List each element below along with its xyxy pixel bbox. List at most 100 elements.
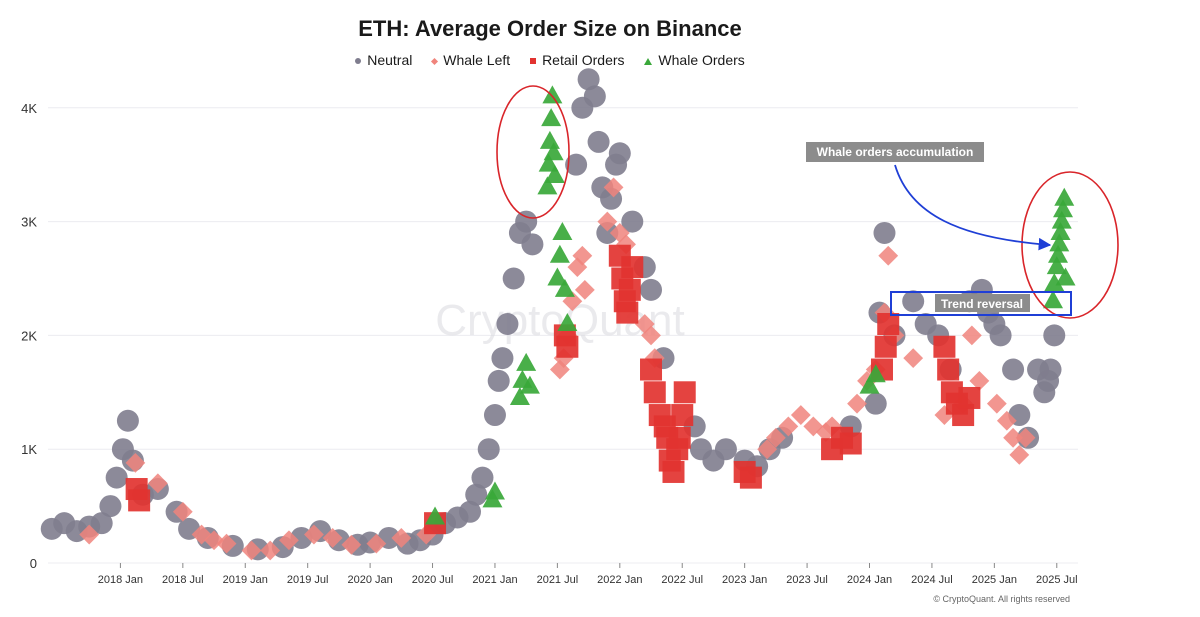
whale-left-point[interactable] bbox=[790, 405, 811, 425]
retail-order-point[interactable] bbox=[933, 335, 956, 358]
whale-left-point[interactable] bbox=[757, 439, 778, 460]
retail-order-point[interactable] bbox=[952, 404, 975, 427]
neutral-point[interactable] bbox=[640, 278, 663, 301]
legend-item-retail-orders[interactable]: Retail Orders bbox=[530, 52, 625, 68]
retail-order-point[interactable] bbox=[958, 386, 981, 409]
neutral-point[interactable] bbox=[583, 85, 606, 108]
whale-order-point[interactable] bbox=[549, 244, 570, 263]
retail-order-point[interactable] bbox=[662, 460, 685, 483]
retail-order-point[interactable] bbox=[739, 466, 762, 489]
neutral-point[interactable] bbox=[471, 466, 494, 489]
whale-order-point[interactable] bbox=[537, 176, 558, 195]
whale-left-point[interactable] bbox=[969, 371, 990, 391]
whale-left-point[interactable] bbox=[366, 533, 387, 554]
neutral-point[interactable] bbox=[458, 500, 481, 523]
whale-left-point[interactable] bbox=[574, 279, 595, 300]
retail-order-point[interactable] bbox=[643, 381, 666, 404]
retail-order-point[interactable] bbox=[671, 404, 694, 427]
whale-left-point[interactable] bbox=[304, 524, 324, 545]
retail-order-point[interactable] bbox=[673, 381, 696, 404]
whale-left-point[interactable] bbox=[1003, 427, 1023, 448]
whale-order-point[interactable] bbox=[543, 142, 564, 161]
whale-left-point[interactable] bbox=[847, 393, 867, 414]
neutral-point[interactable] bbox=[1002, 358, 1025, 381]
neutral-point[interactable] bbox=[105, 466, 128, 489]
retail-order-point[interactable] bbox=[874, 335, 897, 358]
whale-left-point[interactable] bbox=[986, 393, 1007, 414]
whale-order-point[interactable] bbox=[509, 386, 530, 405]
whale-left-point[interactable] bbox=[125, 452, 146, 473]
whale-left-point[interactable] bbox=[279, 530, 299, 551]
whale-order-point[interactable] bbox=[547, 267, 568, 286]
whale-order-point[interactable] bbox=[544, 165, 565, 184]
neutral-point[interactable] bbox=[502, 267, 525, 290]
neutral-point[interactable] bbox=[864, 392, 887, 415]
neutral-point[interactable] bbox=[483, 404, 506, 427]
whale-left-point[interactable] bbox=[391, 528, 412, 548]
whale-order-point[interactable] bbox=[557, 313, 578, 331]
whale-order-point[interactable] bbox=[1051, 210, 1072, 229]
whale-left-point[interactable] bbox=[765, 427, 786, 448]
neutral-point[interactable] bbox=[90, 512, 113, 535]
neutral-point[interactable] bbox=[116, 409, 139, 432]
retail-order-point[interactable] bbox=[839, 432, 862, 455]
retail-order-point[interactable] bbox=[128, 489, 151, 512]
whale-left-point[interactable] bbox=[641, 325, 661, 346]
retail-order-point[interactable] bbox=[556, 335, 579, 358]
whale-order-point[interactable] bbox=[516, 352, 537, 371]
retail-order-point[interactable] bbox=[877, 313, 900, 335]
neutral-point[interactable] bbox=[621, 210, 644, 233]
legend-item-neutral[interactable]: Neutral bbox=[355, 52, 412, 68]
neutral-point[interactable] bbox=[521, 233, 544, 256]
whale-left-point[interactable] bbox=[341, 534, 362, 555]
retail-order-point[interactable] bbox=[621, 256, 644, 279]
neutral-point[interactable] bbox=[477, 438, 500, 461]
neutral-point[interactable] bbox=[873, 221, 896, 244]
whale-left-point[interactable] bbox=[260, 540, 281, 561]
neutral-point[interactable] bbox=[596, 221, 619, 244]
neutral-point[interactable] bbox=[989, 324, 1012, 347]
whale-left-point[interactable] bbox=[778, 416, 799, 437]
whale-order-point[interactable] bbox=[425, 506, 446, 525]
neutral-point[interactable] bbox=[587, 130, 610, 153]
retail-order-point[interactable] bbox=[937, 358, 960, 381]
legend-item-whale-left[interactable]: Whale Left bbox=[431, 52, 510, 68]
whale-order-point[interactable] bbox=[1053, 199, 1074, 218]
whale-order-point[interactable] bbox=[1044, 273, 1065, 292]
whale-order-point[interactable] bbox=[484, 481, 505, 500]
legend-item-whale-orders[interactable]: Whale Orders bbox=[644, 52, 745, 68]
whale-order-point[interactable] bbox=[541, 108, 562, 127]
whale-order-point[interactable] bbox=[1048, 244, 1069, 263]
neutral-point[interactable] bbox=[496, 313, 519, 335]
whale-order-point[interactable] bbox=[1043, 290, 1064, 309]
whale-left-point[interactable] bbox=[903, 348, 924, 369]
whale-order-point[interactable] bbox=[519, 375, 540, 394]
whale-left-point[interactable] bbox=[147, 473, 168, 494]
whale-left-point[interactable] bbox=[1009, 444, 1030, 465]
whale-order-point[interactable] bbox=[1049, 233, 1070, 252]
neutral-point[interactable] bbox=[487, 369, 510, 392]
whale-order-point[interactable] bbox=[554, 278, 575, 297]
whale-order-point[interactable] bbox=[552, 221, 573, 240]
neutral-point[interactable] bbox=[902, 290, 925, 313]
whale-order-point[interactable] bbox=[538, 153, 559, 172]
neutral-point[interactable] bbox=[577, 68, 600, 91]
retail-order-point[interactable] bbox=[640, 358, 663, 381]
neutral-point[interactable] bbox=[465, 483, 488, 506]
neutral-point[interactable] bbox=[565, 153, 588, 176]
neutral-point[interactable] bbox=[515, 210, 538, 233]
neutral-point[interactable] bbox=[714, 438, 737, 461]
neutral-point[interactable] bbox=[1043, 324, 1066, 347]
whale-order-point[interactable] bbox=[1050, 221, 1071, 240]
neutral-point[interactable] bbox=[608, 142, 631, 165]
neutral-point[interactable] bbox=[99, 495, 122, 518]
whale-left-point[interactable] bbox=[878, 245, 899, 266]
neutral-point[interactable] bbox=[1039, 358, 1062, 381]
whale-order-point[interactable] bbox=[865, 364, 886, 383]
whale-left-point[interactable] bbox=[961, 325, 982, 346]
whale-left-point[interactable] bbox=[996, 410, 1017, 431]
neutral-point[interactable] bbox=[491, 347, 514, 370]
whale-left-point[interactable] bbox=[322, 528, 343, 548]
whale-order-point[interactable] bbox=[539, 130, 560, 149]
whale-order-point[interactable] bbox=[1054, 187, 1075, 206]
